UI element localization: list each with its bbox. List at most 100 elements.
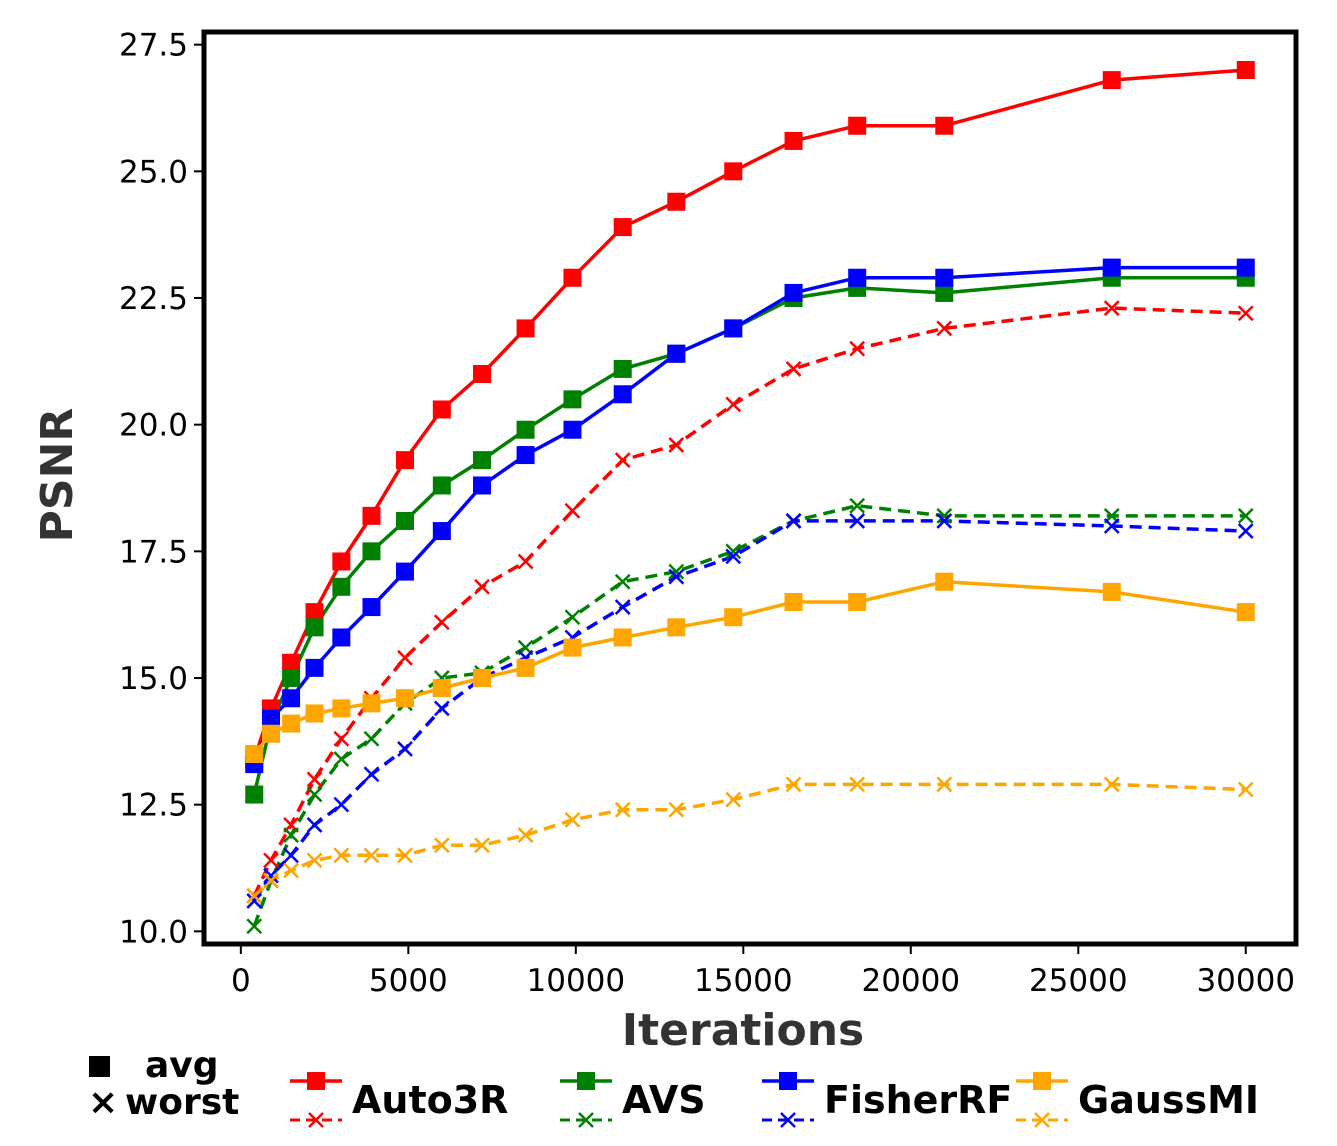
x-marker-stroke [668, 437, 685, 453]
data-point-gaussmi-worst [397, 847, 413, 864]
data-point-auto3r-worst [306, 771, 323, 788]
data-point-fisherrf-worst [363, 766, 380, 783]
data-point-fisherrf-worst [1103, 518, 1120, 534]
x-marker-stroke [397, 847, 413, 864]
data-point-gaussmi-avg [667, 618, 686, 637]
data-point-auto3r-worst [849, 340, 866, 357]
data-point-fisherrf-worst [246, 893, 263, 909]
data-point-fisherrf-worst [849, 513, 866, 529]
x-marker-stroke [333, 796, 350, 813]
x-marker-stroke [614, 599, 631, 615]
data-point-auto3r-worst [564, 502, 581, 519]
data-point-auto3r-avg [724, 162, 743, 181]
data-point-gaussmi-avg [613, 628, 632, 647]
x-marker-stroke [397, 741, 413, 757]
y-axis-title: PSNR [32, 408, 83, 543]
data-point-fisherrf-worst [1237, 523, 1254, 539]
data-point-avs-avg [245, 785, 264, 804]
data-point-auto3r-worst [614, 452, 631, 469]
data-point-fisherrf-worst [614, 599, 631, 615]
data-point-avs-worst [936, 507, 953, 524]
data-point-fisherrf-avg [362, 598, 381, 617]
data-point-gaussmi-worst [433, 837, 450, 854]
x-marker-stroke [263, 872, 279, 889]
data-point-gaussmi-avg [362, 694, 381, 713]
data-point-gaussmi-worst [936, 776, 953, 793]
data-point-auto3r-worst [474, 578, 490, 595]
data-point-avs-avg [395, 511, 414, 530]
x-marker-stroke [564, 502, 581, 519]
x-axis-title: Iterations [622, 1005, 865, 1056]
data-point-gaussmi-avg [784, 593, 803, 611]
x-marker-stroke [517, 553, 534, 570]
x-marker-stroke [564, 609, 581, 626]
data-point-gaussmi-avg [848, 593, 867, 611]
data-point-avs-worst [333, 751, 350, 767]
plot-frame [201, 29, 1299, 947]
data-point-gaussmi-avg [432, 679, 451, 698]
data-point-auto3r-worst [433, 614, 450, 631]
x-tick-label: 10000 [527, 963, 626, 999]
data-point-avs-worst [725, 543, 742, 560]
data-point-avs-worst [614, 573, 631, 590]
data-point-gaussmi-avg [563, 638, 582, 657]
series-line-gaussmi-avg [252, 579, 1247, 756]
data-point-avs-worst [246, 918, 263, 935]
data-point-gaussmi-worst [306, 852, 323, 869]
ticks-layer: 0 5000 10000 15000 20000 25000 30000 10.0 12.5 15… [119, 28, 1295, 999]
x-marker-stroke [306, 786, 323, 803]
data-point-gaussmi-avg [305, 704, 324, 723]
x-marker-stroke [785, 361, 802, 377]
data-point-fisherrf-worst [306, 817, 323, 833]
data-point-auto3r-worst [668, 437, 685, 453]
y-tick-label: 17.5 [119, 534, 188, 570]
x-marker-stroke [668, 801, 685, 818]
data-point-gaussmi-worst [283, 862, 299, 879]
x-marker-stroke [363, 847, 380, 864]
data-point-fisherrf-avg [432, 522, 451, 541]
data-point-auto3r-worst [1237, 305, 1254, 322]
data-point-avs-avg [473, 451, 492, 470]
data-point-avs-avg [563, 390, 582, 409]
data-point-avs-worst [1237, 507, 1254, 524]
x-marker-stroke [333, 751, 350, 767]
data-point-avs-worst [283, 827, 299, 843]
data-point-avs-avg [282, 669, 301, 687]
x-marker-stroke [1103, 776, 1120, 793]
data-point-auto3r-avg [362, 506, 381, 525]
x-marker-stroke [517, 827, 534, 843]
data-point-avs-avg [516, 420, 535, 439]
x-marker-stroke [283, 847, 299, 864]
data-point-gaussmi-avg [261, 724, 280, 743]
data-point-avs-avg [613, 359, 632, 378]
x-marker-stroke [614, 452, 631, 469]
worst-key-cross-icon: × [88, 1082, 118, 1123]
data-point-gaussmi-avg [473, 669, 492, 687]
data-point-gaussmi-avg [282, 714, 301, 733]
x-marker-stroke [474, 837, 490, 854]
data-point-fisherrf-avg [848, 268, 867, 287]
x-marker-stroke [1237, 523, 1254, 539]
data-point-auto3r-avg [473, 365, 492, 383]
data-point-avs-worst [306, 786, 323, 803]
data-point-gaussmi-worst [333, 847, 350, 864]
data-point-auto3r-avg [395, 451, 414, 470]
x-tick-label: 0 [231, 963, 251, 999]
x-marker-stroke [849, 340, 866, 357]
legend-key-worst-label: worst [125, 1082, 239, 1123]
data-point-gaussmi-avg [1102, 582, 1121, 601]
y-tick-label: 10.0 [119, 914, 188, 950]
x-marker-stroke [397, 649, 413, 666]
x-marker-stroke [564, 811, 581, 828]
x-marker-stroke [474, 578, 490, 595]
data-point-fisherrf-worst [668, 568, 685, 585]
data-point-gaussmi-worst [363, 847, 380, 864]
x-marker-stroke [306, 852, 323, 869]
x-marker-stroke [936, 776, 953, 793]
x-marker-stroke [1103, 300, 1120, 317]
x-marker-stroke [668, 568, 685, 585]
data-point-fisherrf-worst [725, 548, 742, 565]
data-point-auto3r-worst [785, 361, 802, 377]
data-point-gaussmi-worst [517, 827, 534, 843]
